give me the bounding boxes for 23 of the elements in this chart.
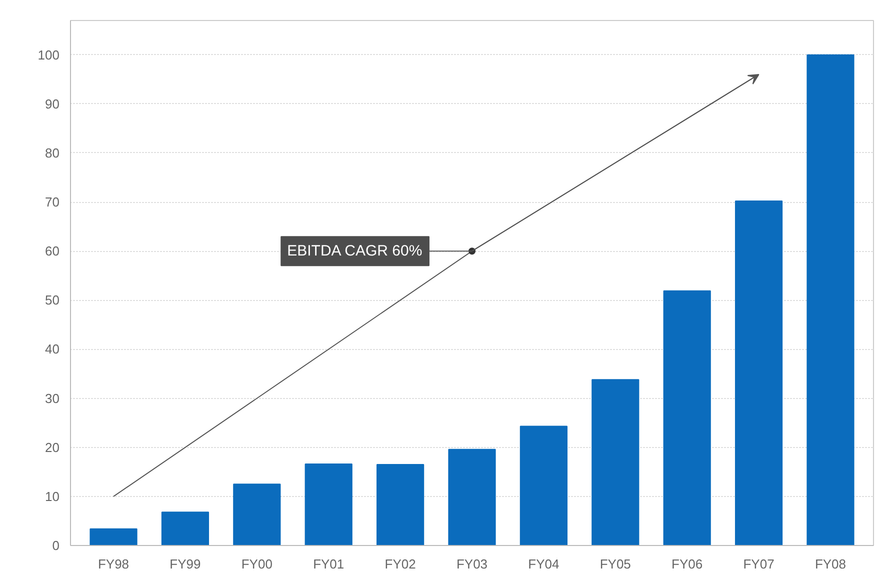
x-tick-label: FY08 [814, 556, 846, 572]
y-tick-label: 60 [45, 244, 60, 259]
y-tick-label: 100 [38, 47, 60, 62]
y-tick-label: 10 [45, 488, 60, 504]
y-tick-label: 30 [45, 390, 60, 406]
x-tick-label: FY03 [456, 556, 488, 572]
x-tick-label: FY98 [98, 556, 130, 572]
x-tick-label: FY04 [528, 556, 560, 572]
x-tick-label: FY99 [170, 556, 201, 572]
y-tick-label: 70 [45, 194, 60, 210]
x-tick-label: FY07 [743, 556, 774, 572]
annotation: EBITDA CAGR 60% [287, 242, 422, 260]
y-tick-label: 50 [45, 292, 60, 308]
x-tick-label: FY02 [384, 556, 416, 572]
y-tick-label: 80 [45, 145, 60, 160]
y-tick-label: 0 [52, 538, 60, 553]
y-tick-label: 90 [45, 96, 60, 112]
y-tick-label: 20 [45, 440, 60, 455]
x-tick-label: FY06 [672, 556, 703, 572]
x-tick-label: FY05 [600, 556, 631, 572]
x-tick-label: FY01 [313, 556, 344, 572]
x-tick-label: FY00 [241, 556, 272, 572]
y-tick-label: 40 [45, 342, 60, 357]
